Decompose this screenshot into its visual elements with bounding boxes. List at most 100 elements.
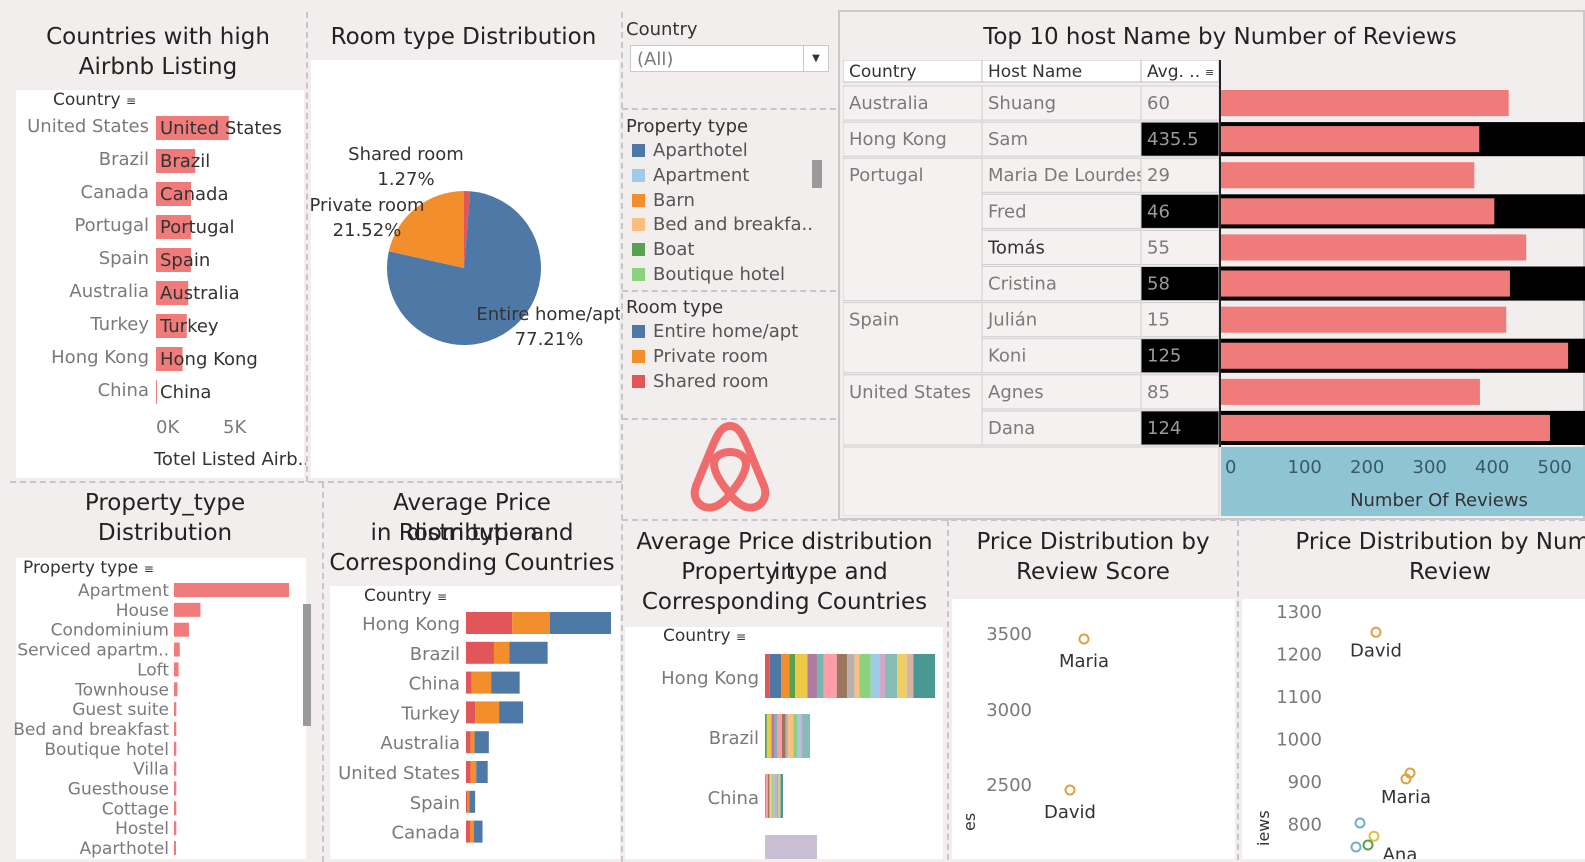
col-header-avg[interactable]: Avg. .. <box>1147 62 1200 82</box>
reviews-bar[interactable] <box>1221 306 1507 333</box>
col-header-country[interactable]: Country <box>849 62 917 82</box>
country-cell[interactable] <box>842 85 983 121</box>
property-type-field-header[interactable]: Property type ≡ <box>23 558 154 578</box>
pie-slice[interactable] <box>388 191 464 268</box>
avg-prop-segment[interactable] <box>807 654 817 698</box>
chevron-down-icon[interactable]: ▼ <box>803 46 828 71</box>
property-type-bar[interactable] <box>174 583 289 597</box>
avg-prop-segment[interactable] <box>802 714 811 758</box>
avg-prop-segment[interactable] <box>765 774 766 818</box>
avg-prop-segment[interactable] <box>779 774 781 818</box>
avg-room-segment[interactable] <box>471 671 492 694</box>
scatter-point[interactable] <box>1368 830 1380 842</box>
avg-prop-segment[interactable] <box>781 654 790 698</box>
avg-prop-segment[interactable] <box>823 654 837 698</box>
avg-prop-segment[interactable] <box>913 654 935 698</box>
avg-room-segment[interactable] <box>512 612 550 634</box>
property-type-bar[interactable] <box>174 622 189 637</box>
col-header-host[interactable]: Host Name <box>988 62 1082 82</box>
avg-prop-segment[interactable] <box>766 774 768 818</box>
host-cell[interactable] <box>981 229 1142 265</box>
reviews-bar[interactable] <box>1221 234 1527 261</box>
avg-prop-segment[interactable] <box>906 654 914 698</box>
avg-cell[interactable] <box>1140 85 1220 121</box>
property-type-bar[interactable] <box>174 721 177 736</box>
avg-prop-segment[interactable] <box>897 654 907 698</box>
avg-room-segment[interactable] <box>473 820 483 843</box>
property-type-bar[interactable] <box>174 602 201 617</box>
avg-room-segment[interactable] <box>549 612 611 634</box>
reviews-bar[interactable] <box>1221 414 1550 441</box>
country-bar[interactable] <box>156 248 191 272</box>
scatter-point[interactable] <box>1354 817 1366 829</box>
country-bar[interactable] <box>156 380 157 404</box>
scatter-point[interactable] <box>1078 633 1090 645</box>
country-bar[interactable] <box>156 116 229 140</box>
avg-room-segment[interactable] <box>466 820 470 843</box>
avg-room-segment[interactable] <box>466 612 513 634</box>
avg-prop-segment[interactable] <box>774 714 777 758</box>
avg-room-segment[interactable] <box>470 761 477 783</box>
property-type-bar[interactable] <box>174 781 177 796</box>
country-cell[interactable] <box>842 302 983 374</box>
scatter-point[interactable] <box>1404 767 1416 779</box>
property-type-bar[interactable] <box>174 662 179 677</box>
avg-prop-segment[interactable] <box>795 654 808 698</box>
avg-prop-segment[interactable] <box>781 714 786 758</box>
scatter-point[interactable] <box>1064 784 1076 796</box>
avg-room-segment[interactable] <box>466 731 471 754</box>
avg-cell[interactable] <box>1140 338 1220 374</box>
avg-prop-segment[interactable] <box>777 714 782 758</box>
scatter-point[interactable] <box>1370 626 1382 638</box>
countries-field-header[interactable]: Country ≡ <box>53 90 136 110</box>
avg-cell[interactable] <box>1140 157 1220 193</box>
avg-prop-segment[interactable] <box>776 774 779 818</box>
country-bar[interactable] <box>156 182 191 206</box>
host-cell[interactable] <box>981 374 1142 410</box>
avg-room-segment[interactable] <box>499 701 524 724</box>
country-bar[interactable] <box>156 215 191 239</box>
avg-prop-segment[interactable] <box>774 774 777 818</box>
avg-prop-segment[interactable] <box>765 654 770 698</box>
property-type-bar[interactable] <box>174 841 176 856</box>
room-type-legend-item[interactable]: Shared room <box>632 371 769 392</box>
sort-icon[interactable]: ≡ <box>143 562 154 576</box>
avg-prop-segment[interactable] <box>778 774 780 818</box>
legend-scrollbar[interactable] <box>812 160 822 188</box>
property-type-bar[interactable] <box>174 821 177 836</box>
avg-prop-segment[interactable] <box>767 774 770 818</box>
avg-prop-segment[interactable] <box>785 714 789 758</box>
avg-room-segment[interactable] <box>491 671 520 694</box>
country-cell[interactable] <box>842 121 983 157</box>
avg-prop-segment[interactable] <box>793 714 798 758</box>
avg-prop-segment[interactable] <box>769 654 782 698</box>
avg-room-segment[interactable] <box>466 641 494 664</box>
country-bar[interactable] <box>156 281 189 305</box>
host-cell[interactable] <box>981 157 1142 193</box>
avg-room-segment[interactable] <box>509 641 548 664</box>
avg-prop-segment[interactable] <box>772 774 774 818</box>
property-type-bar[interactable] <box>174 702 177 717</box>
avg-prop-segment[interactable] <box>836 654 848 698</box>
reviews-bar[interactable] <box>1221 270 1510 297</box>
property-type-legend-item[interactable]: Bed and breakfa.. <box>632 214 813 235</box>
reviews-bar[interactable] <box>1221 378 1480 405</box>
sort-icon[interactable]: ≡ <box>735 630 747 644</box>
reviews-bar[interactable] <box>1221 198 1495 225</box>
scatter-point[interactable] <box>1362 839 1374 851</box>
country-bar[interactable] <box>156 347 183 371</box>
avg-prop-segment[interactable] <box>859 654 871 698</box>
avg-room-segment[interactable] <box>476 761 488 783</box>
avg-prop-segment[interactable] <box>765 714 767 758</box>
avg-prop-segment[interactable] <box>854 654 860 698</box>
host-cell[interactable] <box>981 193 1142 229</box>
avg-room-segment[interactable] <box>466 701 476 724</box>
sort-icon[interactable]: ≡ <box>1205 66 1214 79</box>
avg-room-segment[interactable] <box>467 790 470 813</box>
avg-room-segment[interactable] <box>493 641 510 664</box>
reviews-bar[interactable] <box>1221 342 1569 369</box>
avg-prop-partial-bar[interactable] <box>765 835 817 859</box>
avg-room-segment[interactable] <box>466 671 472 694</box>
avg-room-segment[interactable] <box>469 820 474 843</box>
property-type-bar[interactable] <box>174 741 177 756</box>
